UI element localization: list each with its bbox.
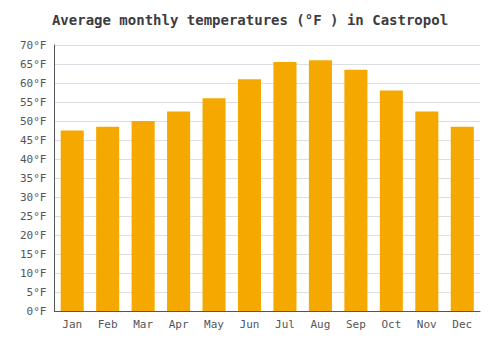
svg-text:Dec: Dec	[452, 318, 472, 331]
svg-text:Jul: Jul	[275, 318, 295, 331]
svg-text:May: May	[204, 318, 224, 331]
svg-text:65°F: 65°F	[20, 58, 47, 71]
svg-text:Apr: Apr	[169, 318, 189, 331]
svg-text:60°F: 60°F	[20, 77, 47, 90]
svg-text:25°F: 25°F	[20, 210, 47, 223]
svg-text:40°F: 40°F	[20, 153, 47, 166]
svg-text:Nov: Nov	[417, 318, 437, 331]
svg-text:Jun: Jun	[240, 318, 260, 331]
svg-text:Mar: Mar	[133, 318, 153, 331]
svg-text:20°F: 20°F	[20, 229, 47, 242]
svg-text:Aug: Aug	[310, 318, 330, 331]
svg-text:Sep: Sep	[346, 318, 366, 331]
svg-text:Feb: Feb	[98, 318, 118, 331]
svg-text:35°F: 35°F	[20, 172, 47, 185]
svg-text:15°F: 15°F	[20, 248, 47, 261]
svg-text:Average monthly temperatures (: Average monthly temperatures (°F ) in Ca…	[52, 12, 448, 28]
svg-text:50°F: 50°F	[20, 115, 47, 128]
svg-text:Oct: Oct	[381, 318, 401, 331]
svg-text:70°F: 70°F	[20, 39, 47, 52]
svg-text:0°F: 0°F	[27, 305, 47, 318]
svg-text:30°F: 30°F	[20, 191, 47, 204]
svg-text:5°F: 5°F	[27, 286, 47, 299]
svg-text:45°F: 45°F	[20, 134, 47, 147]
svg-text:Jan: Jan	[62, 318, 82, 331]
svg-text:55°F: 55°F	[20, 96, 47, 109]
svg-text:10°F: 10°F	[20, 267, 47, 280]
